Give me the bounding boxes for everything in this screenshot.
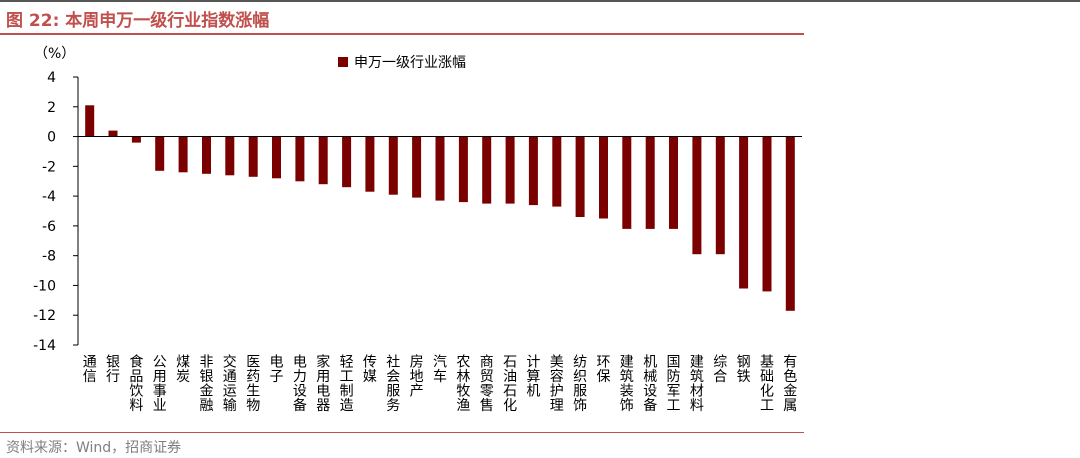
y-tick-label: -4 (42, 189, 56, 205)
bar (458, 136, 468, 203)
x-tick-label: 银行 (106, 355, 120, 386)
bar (528, 136, 538, 206)
x-tick-label: 建筑材料 (690, 355, 704, 415)
x-tick-label: 美容护理 (550, 355, 564, 415)
bar (248, 136, 258, 177)
y-axis: 4 2 0 -2 -4 -6 -8 -10 -12 -14 (33, 70, 79, 354)
bar (645, 136, 655, 229)
bar (482, 136, 492, 204)
x-tick-label: 非银金融 (200, 355, 214, 415)
bar (575, 136, 585, 217)
x-tick-label: 通信 (83, 355, 97, 386)
y-axis-label: （%） (34, 46, 75, 62)
figure-title: 图 22: 本周申万一级行业指数涨幅 (6, 11, 270, 31)
x-tick-label: 环保 (597, 355, 611, 386)
x-tick-labels: 通信银行食品饮料公用事业煤炭非银金融交通运输医药生物电子电力设备家用电器轻工制造… (83, 354, 798, 415)
x-tick-label: 电子 (270, 355, 284, 386)
source-note: 资料来源：Wind，招商证券 (6, 440, 182, 456)
bar (505, 136, 515, 204)
x-tick-label: 综合 (713, 355, 727, 386)
x-tick-label: 食品饮料 (129, 354, 143, 415)
bar (178, 136, 188, 173)
legend-label: 申万一级行业涨幅 (354, 55, 466, 71)
x-tick-label: 房地产 (410, 355, 424, 400)
x-tick-label: 建筑装饰 (620, 355, 634, 415)
y-tick-label: 0 (47, 130, 56, 146)
bar (785, 136, 795, 311)
x-tick-label: 国防军工 (667, 355, 681, 415)
x-tick-label: 商贸零售 (480, 355, 494, 415)
y-tick-label: -6 (42, 219, 56, 235)
x-tick-label: 有色金属 (783, 355, 797, 415)
bar (272, 136, 281, 179)
top-rule (0, 0, 1080, 2)
bar (388, 136, 398, 195)
y-tick-label: -2 (42, 159, 56, 175)
source-rule (0, 432, 804, 433)
bar (692, 136, 702, 255)
x-tick-label: 石油石化 (503, 355, 517, 415)
bar-chart: （%） 申万一级行业涨幅 4 2 0 -2 -4 -6 -8 -10 -12 -14 通信银行食品… (33, 46, 802, 415)
bar (365, 136, 375, 192)
y-tick-label: -12 (33, 308, 56, 324)
bar (412, 136, 422, 198)
bar (762, 136, 772, 292)
x-tick-label: 纺织服饰 (573, 355, 587, 415)
x-tick-label: 家用电器 (316, 354, 330, 415)
x-tick-label: 传媒 (363, 355, 377, 386)
x-tick-label: 轻工制造 (340, 355, 354, 415)
bar (202, 136, 211, 174)
x-tick-label: 医药生物 (246, 355, 260, 415)
legend-swatch (338, 57, 348, 67)
x-tick-label: 基础化工 (760, 354, 774, 415)
bar (435, 136, 445, 201)
y-tick-label: 4 (47, 70, 56, 86)
bar (225, 136, 235, 176)
x-tick-label: 交通运输 (223, 354, 237, 415)
bar (131, 136, 141, 143)
bar (155, 136, 165, 171)
bar (85, 105, 95, 137)
bar (739, 136, 749, 289)
bar (599, 136, 608, 219)
x-tick-label: 社会服务 (386, 355, 400, 415)
x-tick-label: 煤炭 (176, 355, 190, 386)
x-tick-label: 机械设备 (643, 355, 657, 415)
legend: 申万一级行业涨幅 (338, 55, 466, 71)
x-tick-label: 农林牧渔 (456, 355, 470, 415)
x-tick-label: 电力设备 (293, 355, 307, 415)
bars (85, 105, 795, 311)
y-tick-label: -10 (33, 278, 56, 294)
bar (108, 130, 118, 137)
y-tick-label: 2 (47, 100, 56, 116)
bar (622, 136, 632, 229)
bar (669, 136, 678, 229)
x-tick-label: 钢铁 (737, 355, 751, 386)
x-tick-label: 汽车 (433, 355, 447, 386)
bar (342, 136, 352, 188)
y-tick-label: -8 (42, 249, 56, 265)
bar (295, 136, 305, 182)
bar (318, 136, 328, 185)
title-underline (0, 33, 804, 35)
bar (715, 136, 725, 255)
bar (552, 136, 562, 207)
y-tick-label: -14 (33, 338, 56, 354)
x-tick-label: 计算机 (526, 355, 540, 400)
x-tick-label: 公用事业 (153, 355, 167, 415)
